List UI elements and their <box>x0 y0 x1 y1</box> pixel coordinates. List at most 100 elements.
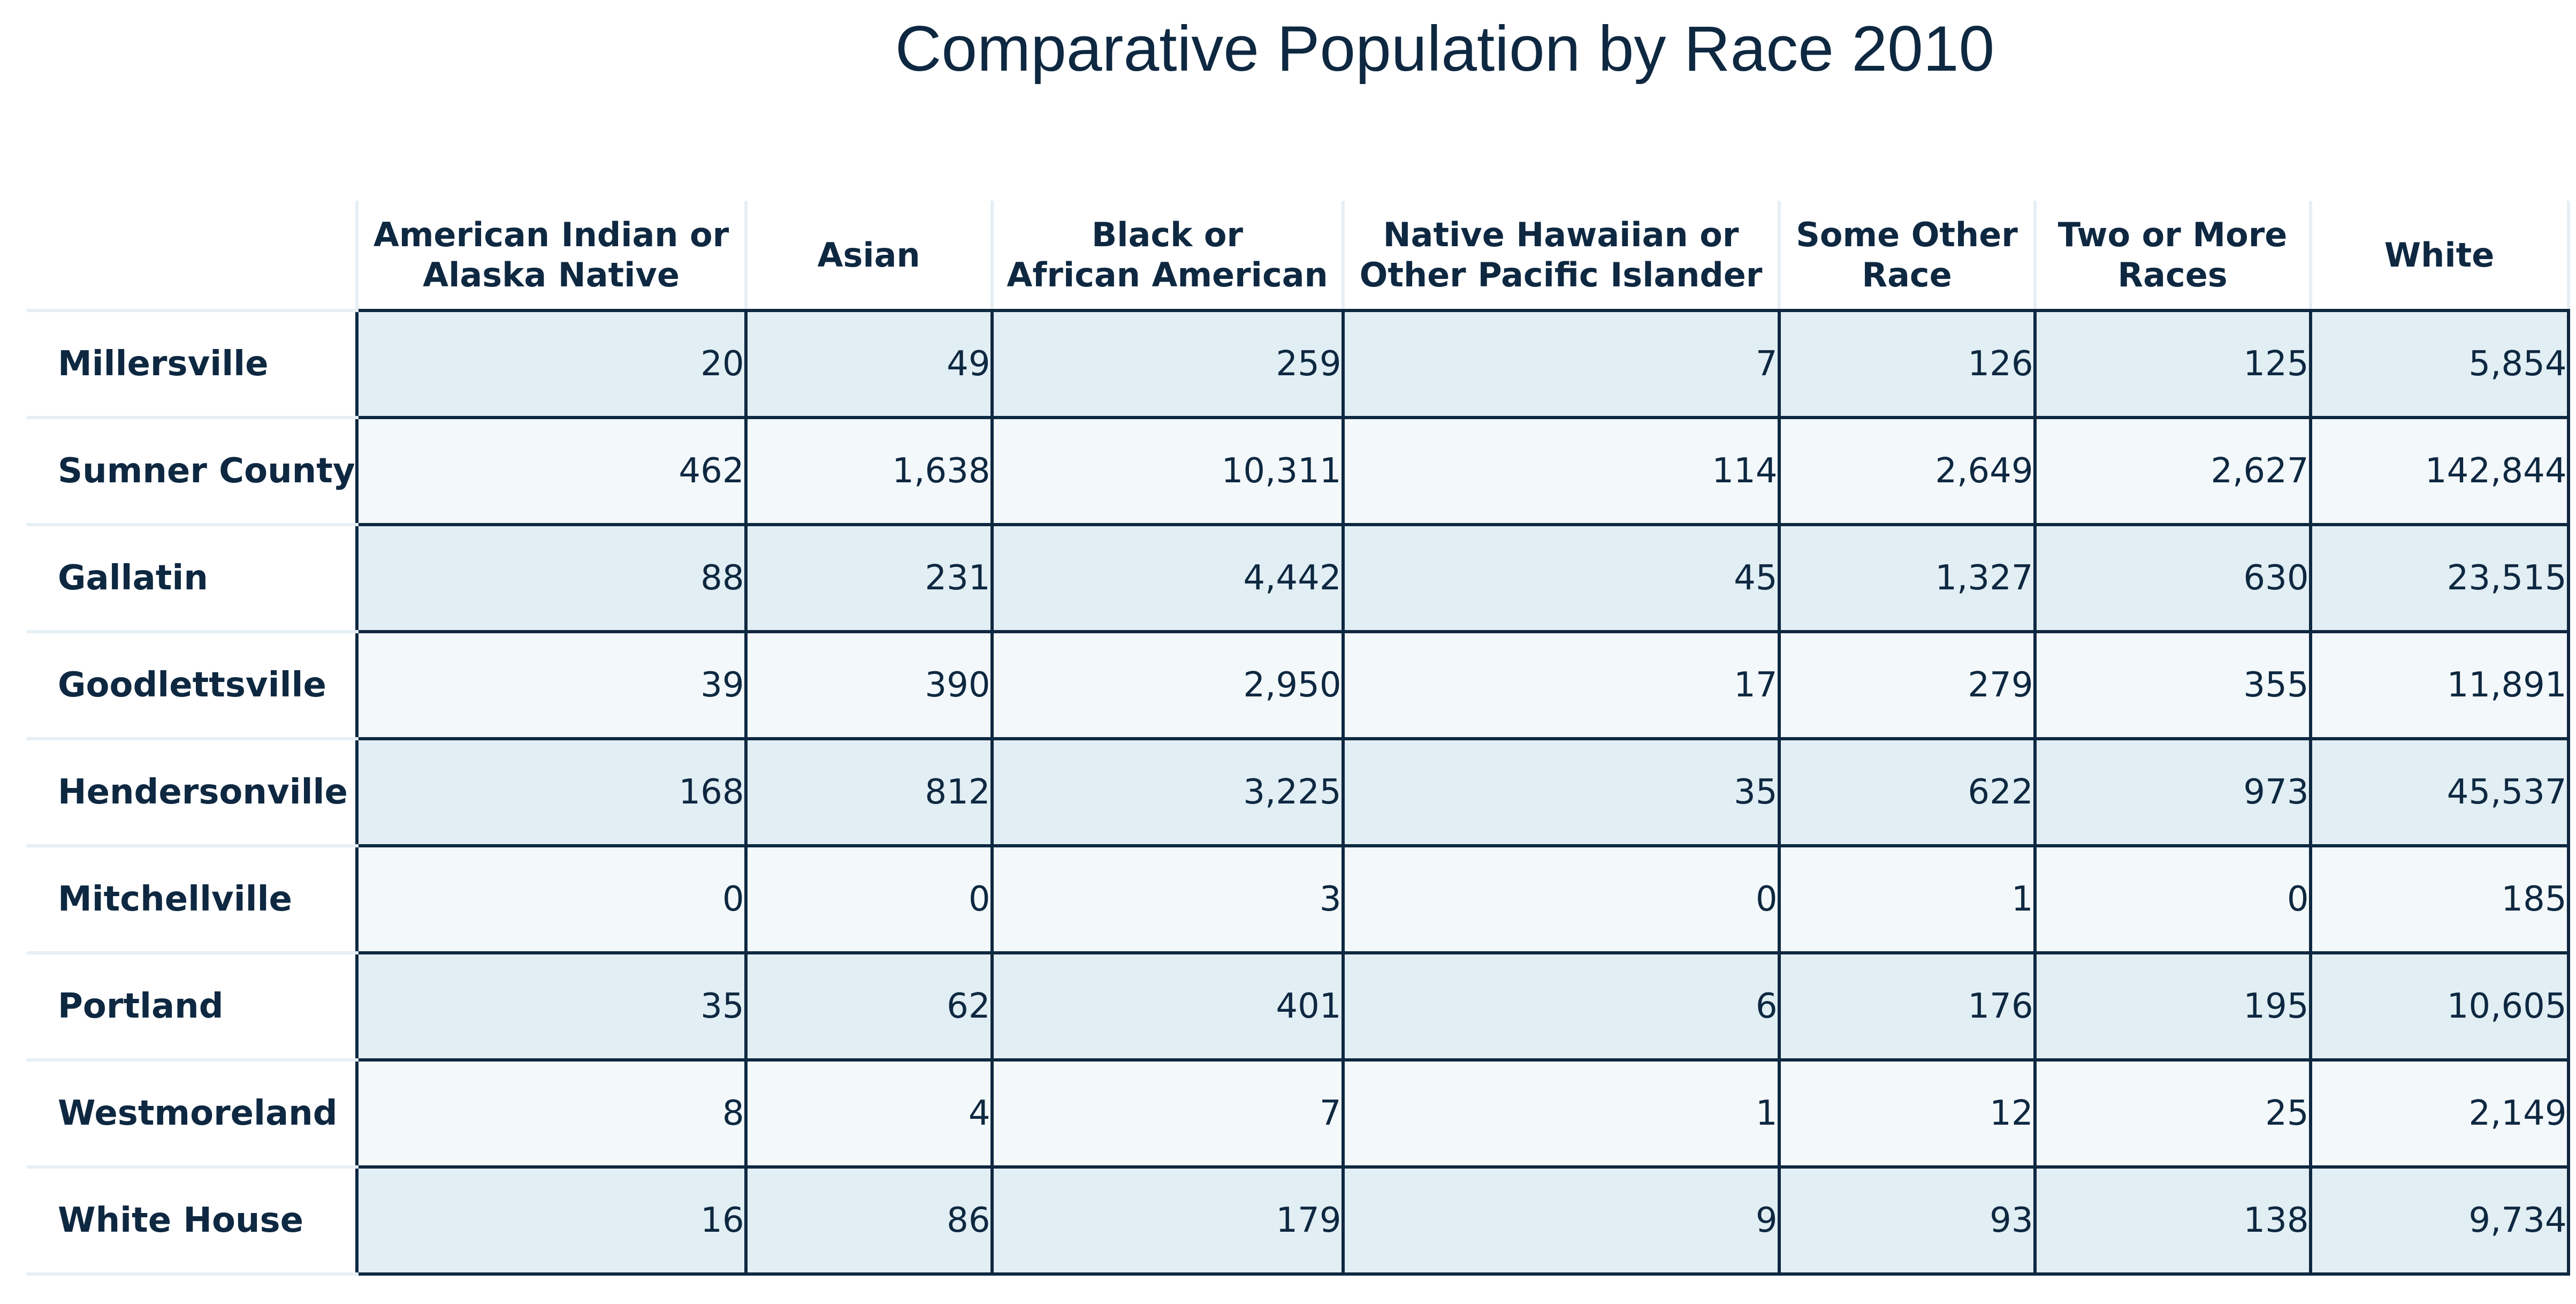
table-cell: 12 <box>1779 1060 2035 1167</box>
column-header-line: White <box>2384 236 2494 275</box>
table-cell: 16 <box>357 1167 746 1274</box>
table-cell: 62 <box>746 953 992 1060</box>
table-cell: 125 <box>2035 310 2311 418</box>
table-cell: 8 <box>357 1060 746 1167</box>
column-header-asian: Asian <box>746 201 992 310</box>
table-cell: 20 <box>357 310 746 418</box>
table-cell: 7 <box>1343 310 1779 418</box>
table-cell: 185 <box>2311 846 2569 953</box>
table-cell: 3,225 <box>992 739 1343 846</box>
table-cell: 6 <box>1343 953 1779 1060</box>
row-label: Hendersonville <box>27 739 357 846</box>
table-row: White House 16 86 179 9 93 138 9,734 <box>27 1167 2569 1274</box>
header-corner <box>27 201 357 310</box>
table-cell: 9,734 <box>2311 1167 2569 1274</box>
table-row: Millersville 20 49 259 7 126 125 5,854 <box>27 310 2569 418</box>
table-cell: 23,515 <box>2311 525 2569 632</box>
table-cell: 0 <box>1343 846 1779 953</box>
table-cell: 142,844 <box>2311 418 2569 525</box>
table-cell: 45 <box>1343 525 1779 632</box>
table-cell: 35 <box>1343 739 1779 846</box>
row-label: Mitchellville <box>27 846 357 953</box>
table-cell: 5,854 <box>2311 310 2569 418</box>
table-cell: 195 <box>2035 953 2311 1060</box>
table-cell: 401 <box>992 953 1343 1060</box>
column-header-line: American Indian or <box>374 215 729 254</box>
table-cell: 2,627 <box>2035 418 2311 525</box>
table-cell: 11,891 <box>2311 632 2569 739</box>
chart-title: Comparative Population by Race 2010 <box>0 12 2576 86</box>
row-label: Millersville <box>27 310 357 418</box>
table-row: Goodlettsville 39 390 2,950 17 279 355 11,891 <box>27 632 2569 739</box>
table-cell: 3 <box>992 846 1343 953</box>
row-label: Sumner County <box>27 418 357 525</box>
column-header-two-or-more: Two or More Races <box>2035 201 2311 310</box>
column-header-line: Race <box>1862 255 1952 294</box>
table-cell: 973 <box>2035 739 2311 846</box>
table-cell: 4 <box>746 1060 992 1167</box>
column-header-line: Two or More <box>2058 215 2288 254</box>
table-cell: 138 <box>2035 1167 2311 1274</box>
table-cell: 812 <box>746 739 992 846</box>
table-cell: 86 <box>746 1167 992 1274</box>
column-header-native-hawaiian: Native Hawaiian or Other Pacific Islander <box>1343 201 1779 310</box>
table-row: Sumner County 462 1,638 10,311 114 2,649 2,627… <box>27 418 2569 525</box>
table-row: Portland 35 62 401 6 176 195 10,605 <box>27 953 2569 1060</box>
table-cell: 2,950 <box>992 632 1343 739</box>
table-cell: 630 <box>2035 525 2311 632</box>
table-cell: 7 <box>992 1060 1343 1167</box>
table-cell: 0 <box>2035 846 2311 953</box>
table-cell: 1 <box>1343 1060 1779 1167</box>
column-header-line: Other Pacific Islander <box>1360 255 1763 294</box>
column-header-white: White <box>2311 201 2569 310</box>
column-header-black: Black or African American <box>992 201 1343 310</box>
table-cell: 176 <box>1779 953 2035 1060</box>
row-label: White House <box>27 1167 357 1274</box>
table-row: Gallatin 88 231 4,442 45 1,327 630 23,515 <box>27 525 2569 632</box>
table-cell: 231 <box>746 525 992 632</box>
table-cell: 2,649 <box>1779 418 2035 525</box>
table-cell: 17 <box>1343 632 1779 739</box>
table-cell: 9 <box>1343 1167 1779 1274</box>
table-cell: 88 <box>357 525 746 632</box>
table-cell: 462 <box>357 418 746 525</box>
table-cell: 168 <box>357 739 746 846</box>
column-header-some-other-race: Some Other Race <box>1779 201 2035 310</box>
column-header-line: Black or <box>1092 215 1243 254</box>
table-cell: 35 <box>357 953 746 1060</box>
table-row: Westmoreland 8 4 7 1 12 25 2,149 <box>27 1060 2569 1167</box>
column-header-line: African American <box>1007 255 1328 294</box>
table-row: Hendersonville 168 812 3,225 35 622 973 45,537 <box>27 739 2569 846</box>
table-cell: 93 <box>1779 1167 2035 1274</box>
table-cell: 10,605 <box>2311 953 2569 1060</box>
table-cell: 49 <box>746 310 992 418</box>
table-cell: 4,442 <box>992 525 1343 632</box>
table-cell: 114 <box>1343 418 1779 525</box>
table-cell: 390 <box>746 632 992 739</box>
table-cell: 279 <box>1779 632 2035 739</box>
table-cell: 1,638 <box>746 418 992 525</box>
column-header-line: Asian <box>817 236 920 275</box>
table-cell: 45,537 <box>2311 739 2569 846</box>
table-row: Mitchellville 0 0 3 0 1 0 185 <box>27 846 2569 953</box>
row-label: Westmoreland <box>27 1060 357 1167</box>
column-header-line: Alaska Native <box>423 255 680 294</box>
row-label: Portland <box>27 953 357 1060</box>
table-cell: 0 <box>746 846 992 953</box>
table-cell: 25 <box>2035 1060 2311 1167</box>
table-cell: 1 <box>1779 846 2035 953</box>
table-cell: 10,311 <box>992 418 1343 525</box>
column-header-line: Some Other <box>1796 215 2018 254</box>
row-label: Goodlettsville <box>27 632 357 739</box>
column-header-line: Native Hawaiian or <box>1383 215 1739 254</box>
table-cell: 39 <box>357 632 746 739</box>
table-cell: 179 <box>992 1167 1343 1274</box>
table-cell: 622 <box>1779 739 2035 846</box>
table-body: Millersville 20 49 259 7 126 125 5,854 Sumner Co… <box>27 310 2569 1274</box>
table-cell: 259 <box>992 310 1343 418</box>
header-row: American Indian or Alaska Native Asian Bl… <box>27 201 2569 310</box>
table-cell: 2,149 <box>2311 1060 2569 1167</box>
population-table: American Indian or Alaska Native Asian Bl… <box>27 201 2570 1276</box>
table-cell: 0 <box>357 846 746 953</box>
table-cell: 355 <box>2035 632 2311 739</box>
